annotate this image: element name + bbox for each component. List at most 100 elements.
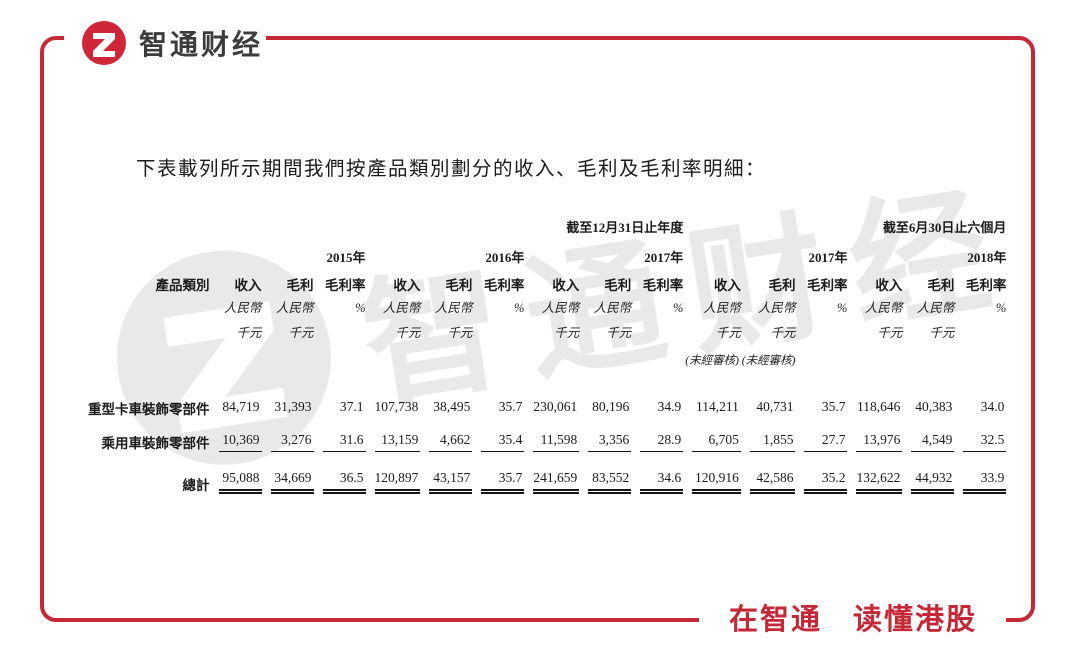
metric-header: 毛利率 [642,278,684,293]
table-cell: 38,495 [433,399,471,414]
table-cell: 4,662 [422,420,474,454]
unit-label: 人民幣 [703,301,741,315]
table-row-passenger-vehicle: 乘用車裝飾零部件 10,369 3,276 31.6 13,159 4,662 … [88,420,1008,454]
metric-header: 收入 [552,278,580,293]
metric-header-row: 產品類別 收入 毛利 毛利率 收入 毛利 毛利率 收入 毛利 毛利率 收入 毛利… [88,268,1008,296]
period-group-interim: 截至6月30日止六個月 [882,220,1007,235]
table-cell: 83,552 [581,462,633,496]
spacer-row [88,370,1008,386]
metric-header: 收入 [393,278,421,293]
empty-cell [88,296,212,318]
metric-header: 毛利 [445,278,473,293]
empty-cell [88,212,212,238]
row-label: 重型卡車裝飾零部件 [88,402,210,417]
unit-label: 千元 [929,326,955,340]
table-cell: 3,276 [264,420,316,454]
table-cell: 42,586 [743,462,798,496]
table-cell: 13,159 [368,420,423,454]
product-revenue-table: 截至12月31日止年度 截至6月30日止六個月 2015年 2016年 2017… [88,212,1008,496]
table-row-total: 總計 95,088 34,669 36.5 120,897 43,157 35.… [88,462,1008,496]
year-header: 2017年 [644,250,684,265]
unaudited-row: (未經審核) (未經審核) [88,343,1008,370]
year-header: 2015年 [326,250,366,265]
metric-header: 毛利率 [325,278,366,293]
table-cell: 40,731 [756,399,794,414]
table-cell: 80,196 [592,399,630,414]
year-header: 2018年 [967,250,1007,265]
table-cell: 11,598 [526,420,581,454]
metric-header: 收入 [875,278,903,293]
frame-bottom-gap [699,613,1006,629]
unit-label: 千元 [288,326,314,340]
empty-cell [797,318,849,343]
metric-header: 毛利率 [965,278,1007,293]
unit-label: 人民幣 [593,301,632,315]
unit-label: % [513,301,525,315]
table-cell: 37.1 [339,399,364,414]
table-cell: 241,659 [526,462,581,496]
metric-header: 毛利 [768,278,796,293]
table-cell: 107,738 [374,399,419,414]
table-cell: 34.6 [633,462,685,496]
metric-header: 毛利率 [806,278,848,293]
table-cell: 28.9 [633,420,685,454]
table-cell: 230,061 [533,399,578,414]
table-cell: 35.4 [474,420,526,454]
metric-header: 收入 [713,278,741,293]
unit-label: 千元 [606,326,632,340]
row-label: 乘用車裝飾零部件 [101,436,210,451]
empty-cell [797,343,1008,370]
year-header-row: 2015年 2016年 2017年 2017年 2018年 [88,238,1008,268]
empty-cell [212,343,686,370]
empty-cell [88,318,212,343]
decorative-frame [40,36,1035,622]
table-cell: 35.7 [474,462,526,496]
table-row-heavy-truck: 重型卡車裝飾零部件 84,719 31,393 37.1 107,738 38,… [88,386,1008,420]
period-header-row: 截至12月31日止年度 截至6月30日止六個月 [88,212,1008,238]
unit-label: 人民幣 [223,301,262,315]
table-cell: 132,622 [849,462,904,496]
table-cell: 34,669 [264,462,316,496]
table-cell: 120,916 [685,462,743,496]
zhitong-logo-icon [82,21,126,65]
year-header: 2017年 [808,250,848,265]
unit-row-currency: 人民幣 人民幣 % 人民幣 人民幣 % 人民幣 人民幣 % 人民幣 人民幣 % … [88,296,1008,318]
metric-header: 毛利 [604,278,632,293]
empty-cell [474,318,526,343]
unit-label: 千元 [877,326,903,340]
table-cell: 43,157 [422,462,474,496]
table-cell: 35.7 [821,399,846,414]
table-cell: 40,383 [915,399,953,414]
table-cell: 1,855 [743,420,798,454]
unit-label: 人民幣 [541,301,580,315]
unit-label: 人民幣 [434,301,473,315]
table-cell: 27.7 [797,420,849,454]
empty-cell [88,238,212,268]
brand-name: 智通财经 [139,29,264,60]
unit-label: 人民幣 [275,301,314,315]
table-cell: 3,356 [581,420,633,454]
table-cell: 6,705 [685,420,743,454]
unit-label: 人民幣 [382,301,421,315]
metric-header: 收入 [234,278,262,293]
period-group-annual: 截至12月31日止年度 [566,220,684,235]
table-cell: 31,393 [274,399,312,414]
metric-header: 毛利 [286,278,314,293]
metric-header: 毛利 [927,278,955,293]
brand-slogan: 在智通 读懂港股 [729,604,978,636]
table-cell: 4,549 [904,420,956,454]
table-cell: 34.0 [980,399,1005,414]
unit-label: 千元 [447,326,473,340]
unit-label: 人民幣 [864,301,903,315]
empty-cell [88,343,212,370]
unit-label: 千元 [554,326,580,340]
table-cell: 95,088 [212,462,264,496]
unit-label: % [995,301,1007,315]
table-cell: 33.9 [956,462,1008,496]
total-label: 總計 [182,478,210,493]
empty-cell [316,318,368,343]
unit-label: 人民幣 [757,301,796,315]
unit-label: % [672,301,684,315]
brand-logo: 智通财经 [82,21,263,65]
